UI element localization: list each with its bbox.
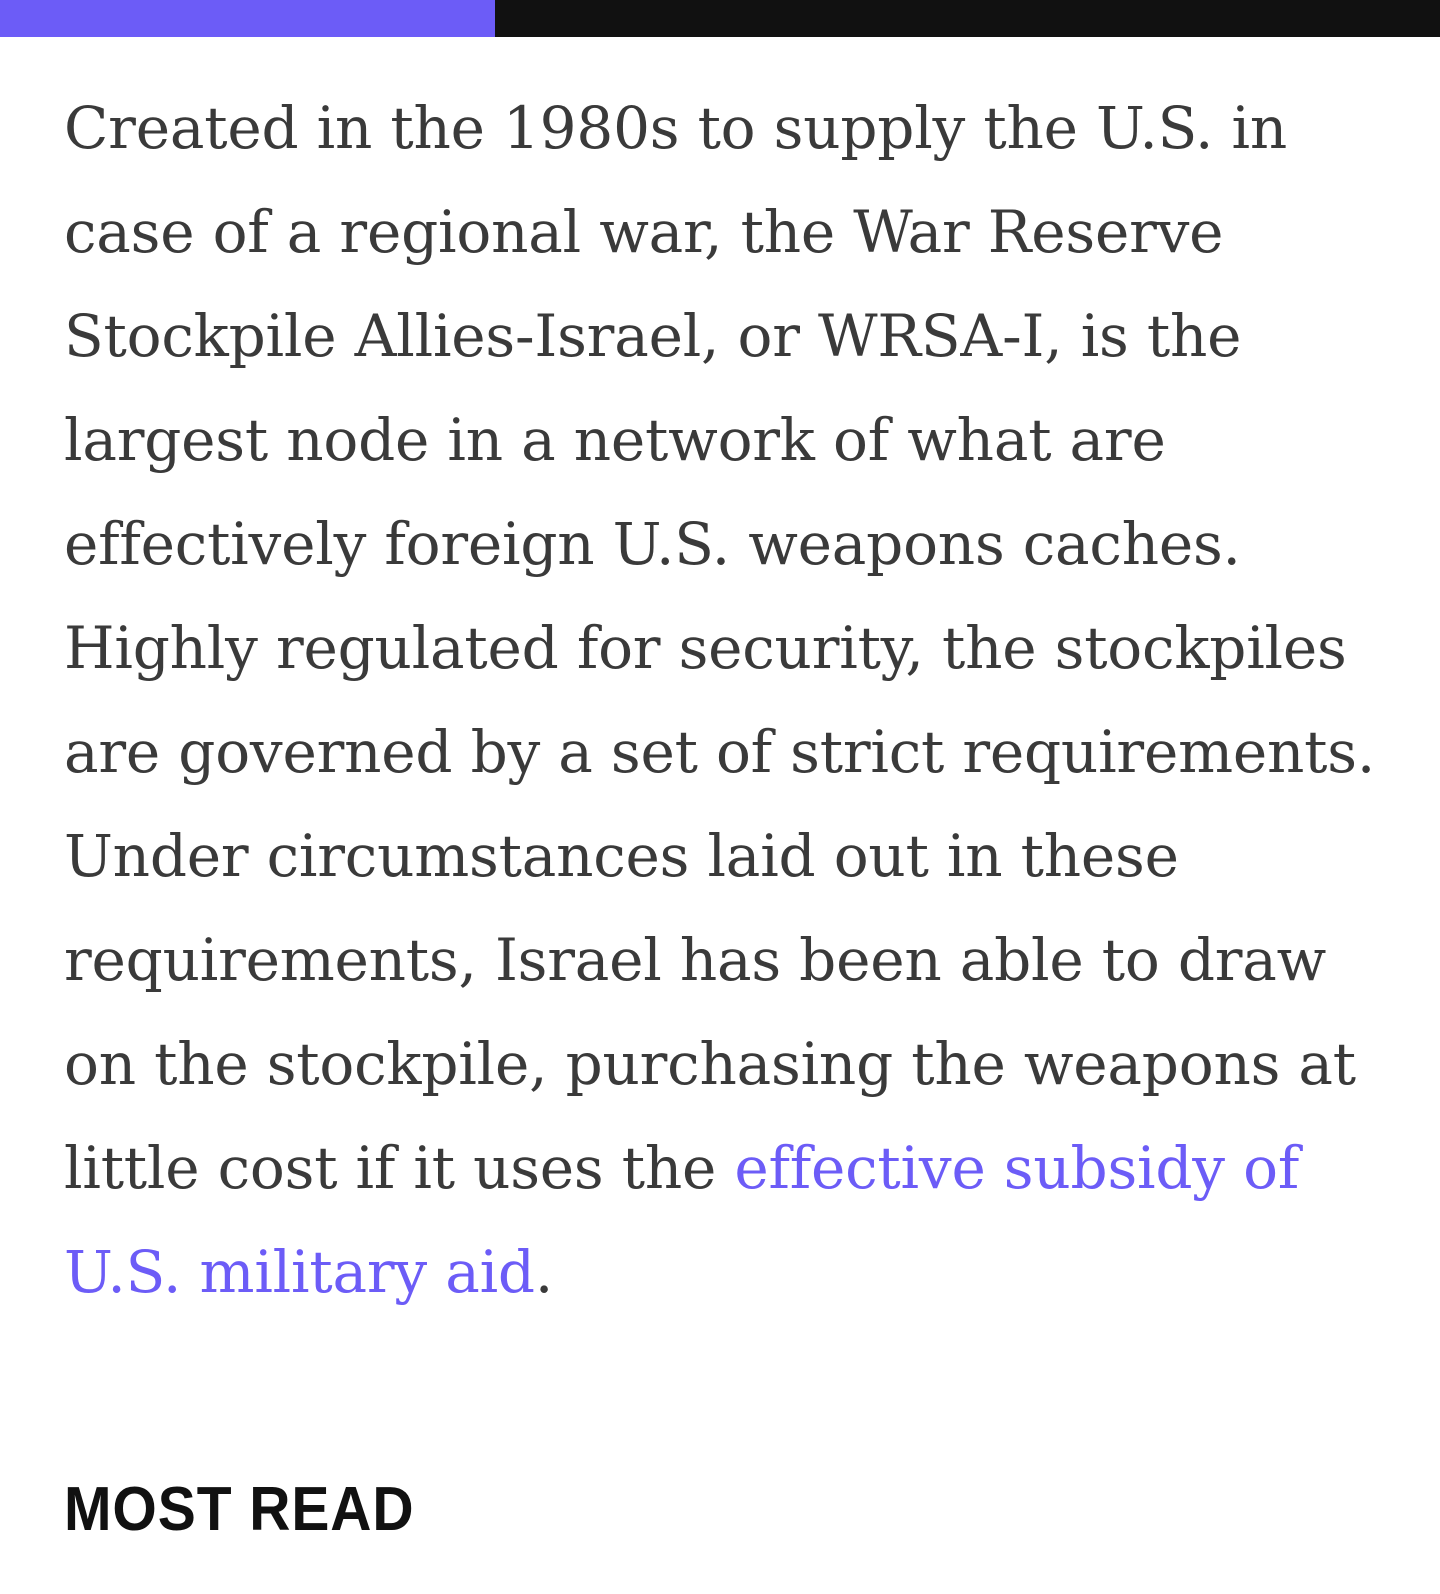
paragraph-end-punctuation: . [534,1238,554,1306]
reading-progress-fill [0,0,496,37]
article-paragraph: Created in the 1980s to supply the U.S. … [64,76,1410,1324]
reading-progress-bar [0,0,1440,37]
paragraph-text: Created in the 1980s to supply the U.S. … [64,94,1376,1202]
military-aid-link[interactable]: effective subsidy of U.S. military aid [64,1134,1300,1306]
most-read-heading: MOST READ [64,1475,415,1544]
